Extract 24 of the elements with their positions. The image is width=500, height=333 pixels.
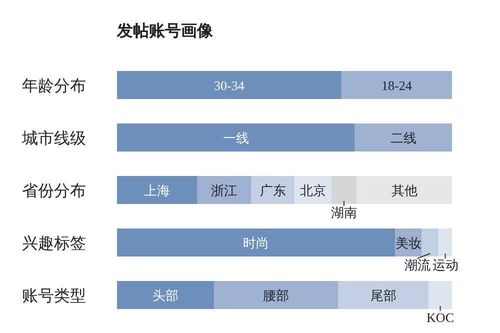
series-label: KOC [426, 310, 454, 325]
series-label: 北京 [300, 183, 326, 198]
series-label: 其他 [391, 183, 418, 198]
series-label: 腰部 [263, 288, 290, 303]
series-label: 浙江 [211, 183, 238, 198]
series-label: 美妆 [395, 236, 422, 250]
series-label: 运动 [432, 258, 458, 272]
series-label: 潮流 [404, 258, 430, 272]
y-tick-label: 账号类型 [22, 287, 86, 305]
y-tick-label: 省份分布 [22, 182, 86, 200]
series-label: 广东 [260, 183, 286, 198]
series-label: 30-34 [214, 78, 245, 93]
y-tick-label: 城市线级 [21, 130, 86, 148]
series-label: 时尚 [243, 236, 270, 250]
series-label: 上海 [144, 183, 170, 198]
y-tick-label: 年龄分布 [22, 78, 86, 95]
series-label: 尾部 [370, 288, 396, 303]
series-label: 二线 [390, 130, 416, 146]
y-tick-label: 兴趣标签 [22, 234, 86, 252]
series-label: 湖南 [330, 205, 357, 220]
series-label: 18-24 [382, 78, 412, 93]
series-label: 头部 [152, 288, 179, 303]
series-label: 一线 [222, 130, 249, 146]
chart-title: 发帖账号画像 [116, 22, 214, 40]
